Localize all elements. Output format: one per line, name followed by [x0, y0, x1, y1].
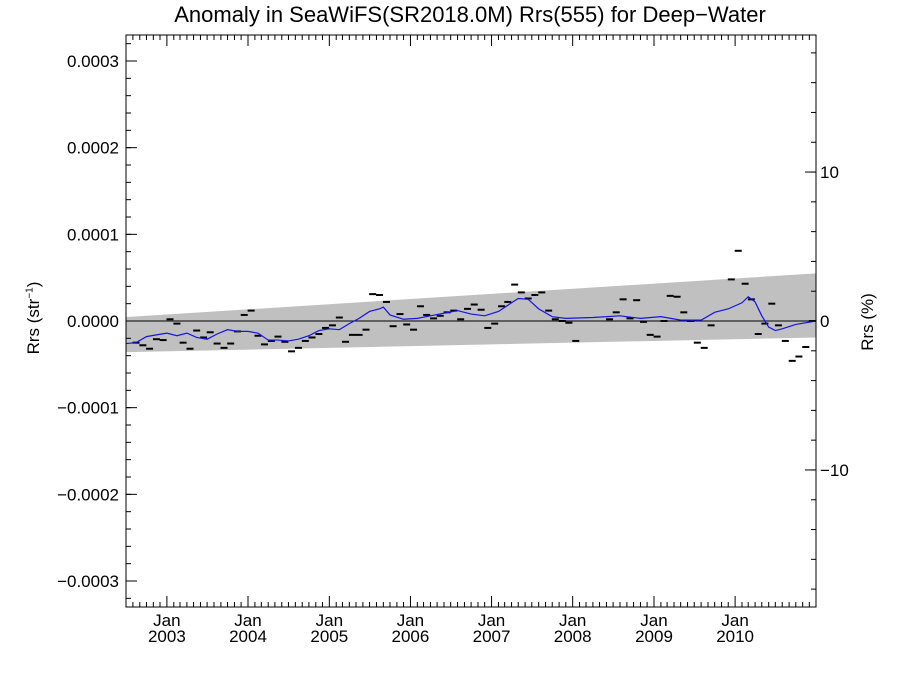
y-axis-label-close: ) — [24, 281, 43, 288]
x-tick-month-label: Jan — [316, 611, 343, 630]
y-axis-label-left: Rrs (str−1) — [24, 282, 44, 355]
x-tick-month-label: Jan — [397, 611, 424, 630]
y-tick-label: −0.0002 — [57, 485, 119, 504]
uncertainty-band — [126, 273, 816, 353]
y-axis-label-exponent: −1 — [24, 287, 36, 299]
y-tick-label: −0.0001 — [57, 399, 119, 418]
y-axis-label-text: Rrs (str — [24, 298, 43, 355]
x-tick-month-label: Jan — [721, 611, 748, 630]
y2-tick-label: 10 — [820, 163, 839, 182]
x-tick-month-label: Jan — [559, 611, 586, 630]
x-tick-year-label: 2007 — [473, 627, 511, 646]
y-axis-left: 0.0003 0.0002 0.0001 0.0000 −0.0001 −0.0002 −0… — [57, 43, 137, 599]
smoothed-line — [126, 295, 816, 345]
x-tick-month-label: Jan — [234, 611, 261, 630]
x-tick-year-label: 2008 — [554, 627, 592, 646]
y2-tick-label: 0 — [820, 312, 829, 331]
x-axis: Jan2003Jan2004Jan2005Jan2006Jan2007Jan20… — [125, 35, 810, 646]
x-tick-month-label: Jan — [478, 611, 505, 630]
chart-title: Anomaly in SeaWiFS(SR2018.0M) Rrs(555) f… — [174, 2, 766, 27]
uncertainty-band-layer — [126, 273, 816, 353]
y-axis-right: 10 0 −10 — [805, 52, 849, 590]
y-tick-label: −0.0003 — [57, 572, 119, 591]
y-tick-label: 0.0003 — [67, 52, 119, 71]
y2-tick-label: −10 — [820, 461, 849, 480]
x-tick-month-label: Jan — [640, 611, 667, 630]
x-tick-year-label: 2005 — [310, 627, 348, 646]
x-tick-year-label: 2004 — [229, 627, 267, 646]
smoothed-anomaly-series — [126, 295, 816, 345]
y-axis-label-right: Rrs (%) — [858, 293, 877, 351]
x-tick-year-label: 2009 — [635, 627, 673, 646]
y-tick-label: 0.0002 — [67, 139, 119, 158]
x-tick-year-label: 2006 — [392, 627, 430, 646]
monthly-anomaly-marks — [132, 249, 816, 362]
y-tick-label: 0.0001 — [67, 225, 119, 244]
x-tick-year-label: 2010 — [716, 627, 754, 646]
x-tick-year-label: 2003 — [148, 627, 186, 646]
y-tick-label: 0.0000 — [67, 312, 119, 331]
x-tick-month-label: Jan — [153, 611, 180, 630]
